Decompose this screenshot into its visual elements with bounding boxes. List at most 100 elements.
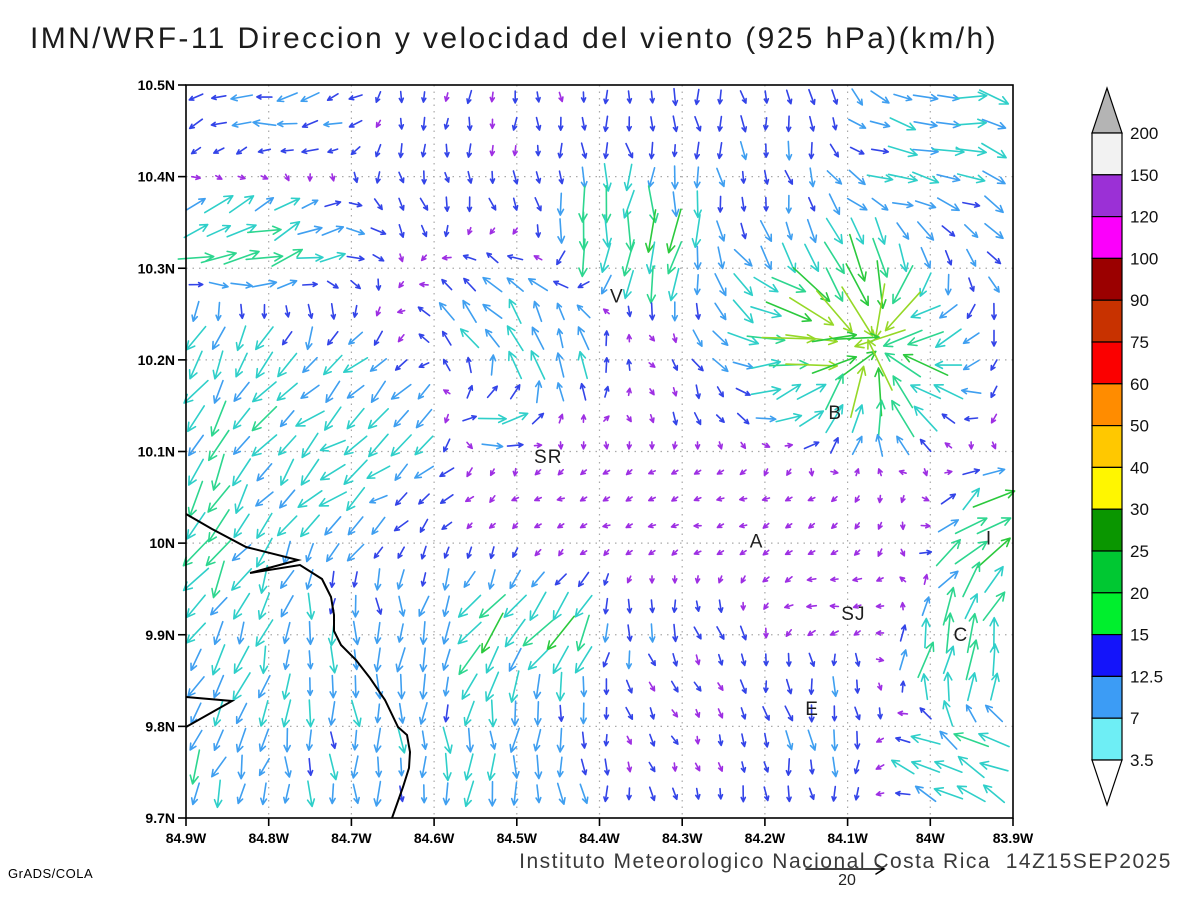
wind-arrow bbox=[712, 330, 729, 346]
colorbar-level-label: 60 bbox=[1130, 375, 1149, 394]
wind-arrow bbox=[581, 116, 587, 131]
wind-arrow bbox=[398, 197, 405, 211]
wind-arrow bbox=[503, 594, 527, 618]
wind-arrow bbox=[875, 791, 885, 797]
wind-arrow bbox=[478, 594, 506, 619]
wind-arrow bbox=[691, 358, 704, 372]
wind-arrow bbox=[602, 522, 611, 529]
wind-arrow bbox=[784, 496, 793, 502]
wind-arrow bbox=[854, 706, 861, 721]
wind-arrow bbox=[695, 600, 701, 612]
wind-arrow bbox=[398, 224, 405, 238]
wind-arrow bbox=[626, 305, 633, 318]
wind-arrow bbox=[603, 733, 610, 747]
wind-arrow bbox=[352, 783, 360, 805]
wind-arrow bbox=[736, 412, 750, 425]
wind-arrow bbox=[671, 165, 679, 190]
wind-arrow bbox=[306, 620, 314, 646]
wind-arrow bbox=[558, 91, 564, 103]
wind-arrow bbox=[190, 782, 200, 806]
wind-arrow bbox=[489, 468, 496, 477]
wind-arrow bbox=[375, 597, 383, 615]
wind-arrow bbox=[892, 201, 914, 209]
reference-vector-arrow bbox=[805, 863, 886, 875]
wind-arrow bbox=[966, 612, 978, 654]
colorbar-level-label: 25 bbox=[1130, 542, 1149, 561]
colorbar-segment bbox=[1091, 257, 1123, 301]
wind-arrow bbox=[558, 116, 564, 131]
wind-arrow bbox=[806, 218, 818, 244]
wind-arrow bbox=[419, 755, 427, 779]
wind-arrow bbox=[944, 250, 953, 266]
wind-arrow bbox=[442, 782, 450, 806]
wind-arrow bbox=[346, 255, 365, 262]
lat-tick-label: 10.3N bbox=[138, 260, 175, 276]
wind-arrow bbox=[897, 710, 909, 717]
lon-tick-label: 84.2W bbox=[745, 830, 786, 846]
wind-arrow bbox=[489, 144, 496, 157]
wind-arrow bbox=[277, 352, 298, 378]
wind-arrow bbox=[466, 467, 473, 478]
wind-arrow bbox=[850, 365, 867, 418]
wind-arrow bbox=[301, 432, 319, 459]
wind-arrow bbox=[603, 441, 610, 450]
wind-arrow bbox=[939, 730, 958, 750]
wind-arrow bbox=[625, 142, 634, 159]
wind-arrow bbox=[481, 442, 504, 450]
wind-arrow bbox=[533, 673, 542, 700]
wind-arrow bbox=[831, 89, 839, 105]
wind-arrow bbox=[964, 416, 979, 422]
wind-arrow bbox=[965, 639, 979, 681]
wind-arrow bbox=[807, 496, 816, 502]
wind-arrow bbox=[580, 414, 587, 423]
wind-arrow bbox=[649, 575, 655, 584]
wind-arrow bbox=[871, 197, 889, 211]
wind-arrow bbox=[458, 644, 481, 676]
wind-arrow bbox=[668, 267, 680, 302]
wind-arrow bbox=[205, 539, 232, 567]
wind-arrow bbox=[369, 358, 387, 372]
wind-arrow bbox=[211, 756, 227, 778]
wind-arrow bbox=[306, 729, 313, 751]
wind-arrow bbox=[581, 731, 587, 749]
wind-arrow bbox=[477, 414, 507, 424]
wind-arrow bbox=[558, 548, 564, 557]
wind-arrow bbox=[626, 761, 633, 773]
wind-arrow bbox=[671, 359, 679, 371]
wind-arrow bbox=[185, 325, 207, 351]
wind-arrow bbox=[232, 407, 251, 430]
lon-tick-label: 84.4W bbox=[579, 830, 620, 846]
wind-arrow bbox=[414, 465, 434, 479]
wind-arrow bbox=[935, 538, 961, 567]
wind-arrow bbox=[671, 496, 679, 502]
wind-arrow bbox=[854, 730, 861, 750]
wind-arrow bbox=[529, 591, 547, 621]
wind-arrow bbox=[352, 675, 360, 699]
wind-arrow bbox=[876, 576, 884, 582]
wind-arrow bbox=[694, 141, 700, 160]
wind-arrow bbox=[254, 197, 275, 212]
wind-arrow bbox=[785, 221, 793, 241]
wind-arrow bbox=[577, 571, 590, 588]
wind-arrow bbox=[297, 225, 323, 235]
wind-arrow bbox=[954, 540, 988, 565]
wind-arrow bbox=[603, 415, 610, 422]
wind-arrow bbox=[900, 601, 906, 611]
wind-arrow bbox=[443, 546, 450, 559]
wind-arrow bbox=[211, 453, 225, 491]
wind-arrow bbox=[397, 673, 406, 700]
wind-arrow bbox=[257, 592, 271, 620]
wind-arrow bbox=[372, 254, 385, 262]
wind-arrow bbox=[509, 384, 521, 400]
wind-arrow bbox=[870, 90, 890, 104]
wind-arrow bbox=[816, 290, 853, 333]
colorbar-over-arrow bbox=[1091, 86, 1123, 134]
wind-arrow bbox=[877, 468, 883, 477]
wind-arrow bbox=[282, 621, 291, 645]
wind-arrow bbox=[875, 656, 885, 663]
wind-arrow bbox=[295, 410, 325, 427]
wind-arrow bbox=[534, 701, 542, 726]
wind-arrow bbox=[343, 357, 369, 373]
wind-arrow bbox=[829, 603, 840, 609]
wind-arrow bbox=[486, 252, 499, 264]
